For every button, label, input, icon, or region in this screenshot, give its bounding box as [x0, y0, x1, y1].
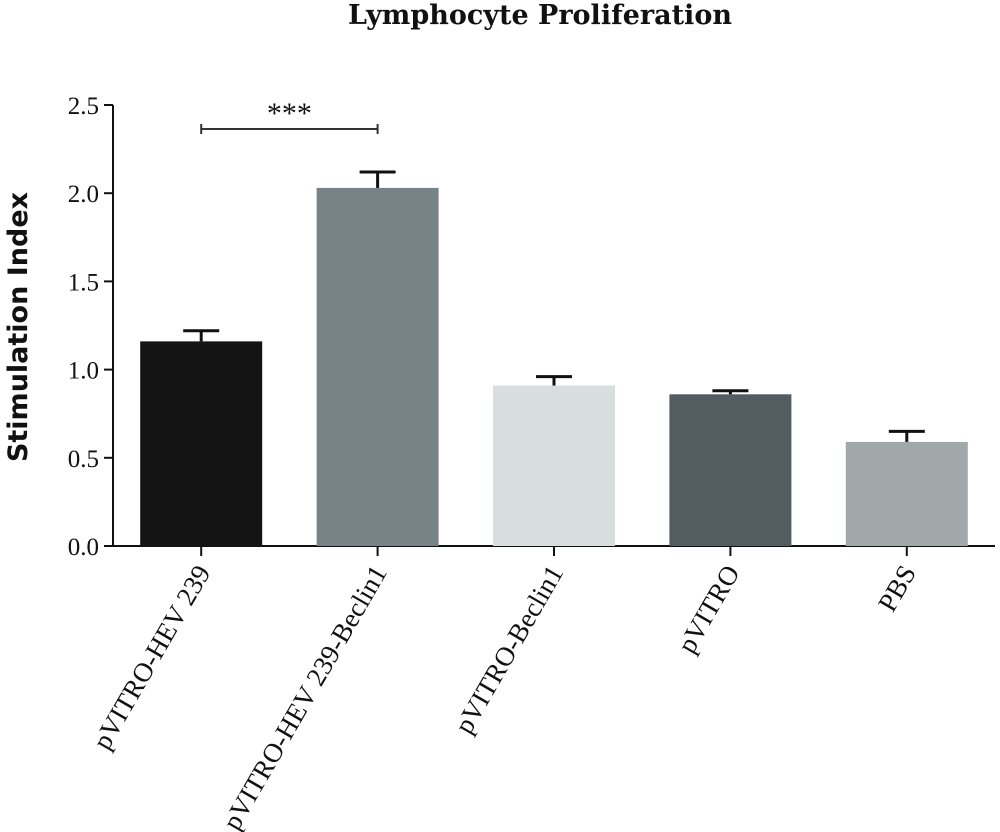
x-tick-label: pVITRO-HEV 239-Beclin1 — [217, 560, 393, 832]
bar — [669, 394, 792, 546]
y-tick-label: 1.0 — [68, 358, 99, 385]
bar — [316, 187, 439, 546]
bar — [493, 385, 615, 546]
y-tick-label: 0.5 — [68, 446, 99, 473]
y-tick-label: 1.5 — [68, 269, 99, 296]
x-tick-label: pVITRO-Beclin1 — [449, 560, 569, 739]
chart-title: Lymphocyte Proliferation — [348, 0, 732, 31]
significance-annotation: *** — [200, 97, 379, 134]
x-tick-label: PBS — [872, 560, 922, 617]
y-ticks: 0.0 0.5 1.0 1.5 2.0 2.5 — [68, 93, 113, 561]
y-tick-label: 0.0 — [68, 534, 99, 561]
x-tick-labels: pVITRO-HEV 239 pVITRO-HEV 239-Beclin1 pVIT… — [87, 546, 922, 832]
y-tick-label: 2.5 — [68, 93, 99, 120]
significance-label: *** — [267, 97, 312, 130]
bar — [845, 441, 968, 546]
x-tick-label: pVITRO — [672, 560, 746, 658]
y-axis-label: Stimulation Index — [3, 192, 34, 462]
bar — [140, 341, 263, 546]
bars — [140, 170, 968, 546]
y-tick-label: 2.0 — [68, 181, 99, 208]
x-tick-label: pVITRO-HEV 239 — [87, 560, 217, 754]
